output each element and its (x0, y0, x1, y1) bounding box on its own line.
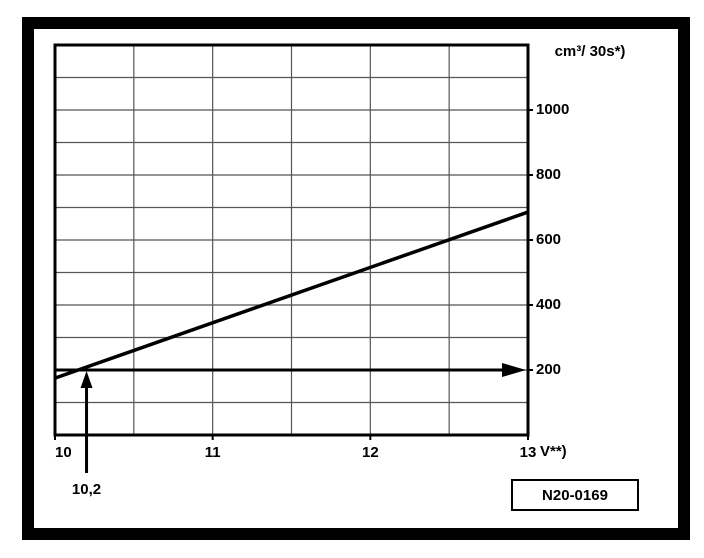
reference-label: 10,2 (72, 481, 101, 498)
y-tick-label: 600 (536, 231, 561, 248)
x-tick-label: 10 (55, 444, 72, 461)
x-tick-label: 11 (205, 444, 221, 461)
arrowhead (80, 371, 93, 388)
figure-id-box (511, 479, 639, 511)
y-tick-label: 800 (536, 166, 561, 183)
data-line (54, 210, 529, 380)
y-tick-label: 200 (536, 361, 561, 378)
x-axis-label: V**) (540, 443, 567, 460)
arrowhead (502, 363, 526, 377)
frame (22, 17, 690, 540)
figure-id: N20-0169 (542, 487, 608, 504)
y-tick-label: 1000 (536, 101, 569, 118)
y-axis-label: cm³/ 30s*) (555, 43, 626, 60)
x-tick-label: 12 (362, 444, 379, 461)
y-tick-label: 400 (536, 296, 561, 313)
x-tick-label: 13 (520, 444, 537, 461)
